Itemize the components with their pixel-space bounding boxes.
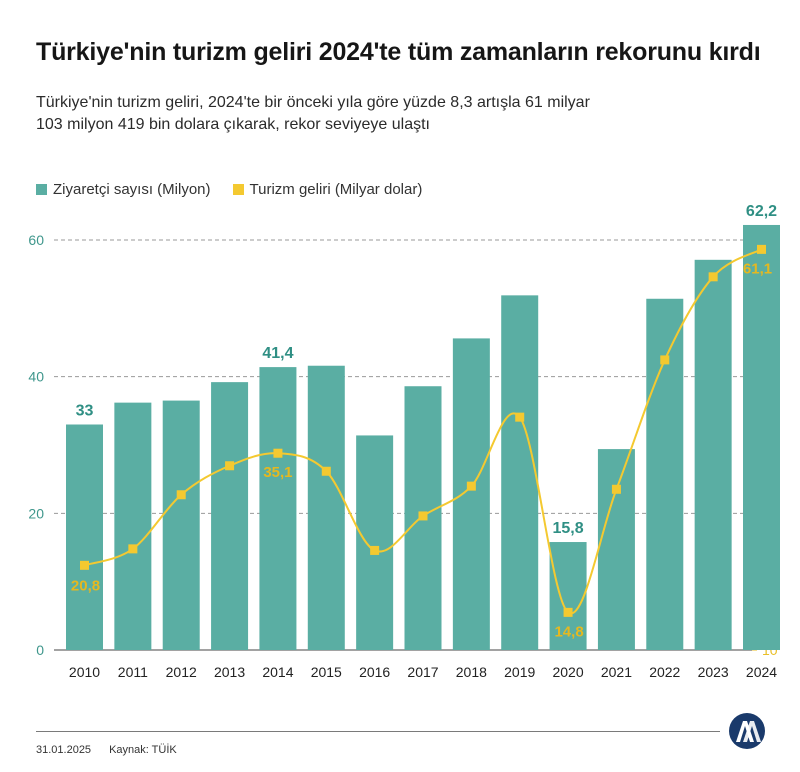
y-left-tick-label: 40 — [28, 369, 44, 385]
bar-2019 — [501, 295, 539, 650]
bar-value-label: 41,4 — [262, 345, 293, 362]
legend-label-visitors: Ziyaretçi sayısı (Milyon) — [53, 181, 211, 198]
chart-legend: Ziyaretçi sayısı (Milyon) Turizm geliri … — [36, 181, 422, 198]
bar-2022 — [646, 298, 684, 650]
revenue-point-2014 — [273, 448, 283, 458]
bar-2021 — [597, 449, 635, 650]
x-tick-label: 2011 — [118, 664, 148, 680]
revenue-point-2011 — [128, 544, 138, 554]
revenue-point-2010 — [80, 560, 89, 570]
x-tick-label: 2013 — [214, 664, 245, 680]
x-tick-label: 2023 — [698, 664, 729, 680]
revenue-point-2015 — [321, 466, 331, 476]
chart-title: Türkiye'nin turizm geliri 2024'te tüm za… — [36, 38, 761, 66]
bar-2015 — [307, 365, 345, 650]
agency-logo — [729, 713, 765, 749]
revenue-point-2013 — [225, 461, 235, 471]
revenue-point-2017 — [418, 511, 428, 521]
revenue-point-2016 — [370, 545, 380, 555]
subtitle-line-2: 103 milyon 419 bin dolara çıkarak, rekor… — [36, 116, 430, 133]
bar-2014 — [259, 367, 297, 650]
bar-2012 — [162, 400, 200, 650]
x-tick-label: 2017 — [407, 664, 438, 680]
revenue-point-2023 — [708, 272, 718, 282]
y-left-tick-label: 0 — [36, 642, 44, 658]
revenue-point-2018 — [466, 481, 476, 491]
x-tick-label: 2022 — [649, 664, 680, 680]
y-left-tick-label: 20 — [28, 505, 44, 521]
bar-2023 — [694, 259, 732, 650]
x-tick-label: 2020 — [552, 664, 583, 680]
legend-swatch-bar — [36, 184, 47, 195]
x-tick-label: 2019 — [504, 664, 535, 680]
x-tick-label: 2024 — [746, 664, 777, 680]
revenue-point-2019 — [515, 412, 525, 422]
bar-value-label: 62,2 — [746, 203, 777, 220]
revenue-point-2020 — [563, 607, 573, 617]
combo-chart: 0204060102030405060201020112012201320142… — [28, 203, 780, 680]
revenue-point-2022 — [660, 355, 670, 365]
y-left-tick-label: 60 — [28, 232, 44, 248]
x-tick-label: 2010 — [69, 664, 100, 680]
legend-item-visitors: Ziyaretçi sayısı (Milyon) — [36, 181, 211, 198]
legend-item-revenue: Turizm geliri (Milyar dolar) — [232, 181, 423, 198]
bar-value-label: 15,8 — [553, 520, 584, 537]
x-tick-label: 2015 — [311, 664, 342, 680]
bar-2011 — [114, 402, 152, 650]
x-tick-label: 2018 — [456, 664, 487, 680]
revenue-point-2021 — [611, 484, 621, 494]
x-tick-label: 2021 — [601, 664, 632, 680]
line-value-label: 14,8 — [554, 623, 583, 640]
bar-2024 — [743, 224, 780, 650]
bar-value-label: 33 — [76, 403, 94, 420]
bar-2020 — [549, 542, 587, 650]
footer-source: Kaynak: TÜİK — [109, 744, 177, 756]
footer-divider — [36, 731, 720, 732]
legend-swatch-line — [232, 184, 244, 195]
bar-2016 — [356, 435, 394, 650]
subtitle-line-1: Türkiye'nin turizm geliri, 2024'te bir ö… — [36, 94, 590, 111]
line-value-label: 20,8 — [71, 577, 100, 594]
footer: 31.01.2025 Kaynak: TÜİK — [36, 744, 177, 756]
bar-2010 — [66, 424, 103, 650]
bar-2018 — [452, 338, 490, 650]
footer-date: 31.01.2025 — [36, 744, 92, 756]
revenue-point-2024 — [757, 244, 766, 254]
legend-label-revenue: Turizm geliri (Milyar dolar) — [249, 181, 423, 198]
chart-subtitle: Türkiye'nin turizm geliri, 2024'te bir ö… — [36, 92, 716, 136]
x-tick-label: 2012 — [166, 664, 197, 680]
line-value-label: 61,1 — [743, 260, 772, 277]
x-tick-label: 2014 — [262, 664, 293, 680]
x-tick-label: 2016 — [359, 664, 390, 680]
revenue-point-2012 — [176, 490, 186, 500]
bar-2013 — [211, 382, 249, 650]
line-value-label: 35,1 — [263, 464, 292, 481]
